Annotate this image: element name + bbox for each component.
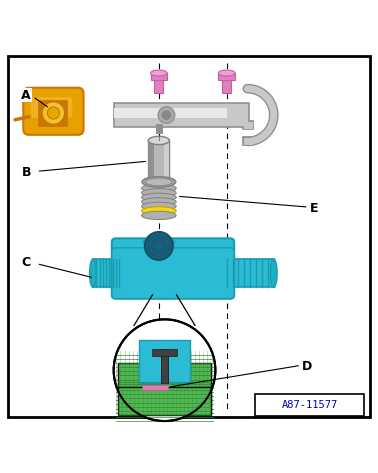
Circle shape bbox=[158, 107, 175, 123]
Ellipse shape bbox=[141, 211, 176, 219]
Circle shape bbox=[144, 232, 173, 260]
Ellipse shape bbox=[141, 198, 176, 206]
Text: A87-11577: A87-11577 bbox=[281, 400, 338, 410]
FancyBboxPatch shape bbox=[8, 56, 370, 417]
Ellipse shape bbox=[147, 239, 170, 245]
Ellipse shape bbox=[143, 237, 174, 247]
Text: E: E bbox=[310, 202, 318, 215]
Text: C: C bbox=[22, 256, 31, 269]
FancyBboxPatch shape bbox=[255, 394, 364, 416]
Circle shape bbox=[114, 319, 215, 421]
Bar bbox=[148, 140, 169, 182]
Bar bbox=[154, 77, 163, 93]
Ellipse shape bbox=[148, 136, 169, 145]
Circle shape bbox=[161, 110, 171, 120]
FancyBboxPatch shape bbox=[23, 88, 84, 135]
Bar bbox=[150, 73, 167, 80]
FancyBboxPatch shape bbox=[139, 340, 190, 384]
Ellipse shape bbox=[270, 259, 277, 287]
Ellipse shape bbox=[141, 189, 176, 197]
Bar bbox=[148, 140, 153, 182]
Polygon shape bbox=[114, 103, 249, 127]
FancyBboxPatch shape bbox=[31, 97, 72, 118]
Ellipse shape bbox=[141, 193, 176, 201]
FancyBboxPatch shape bbox=[93, 259, 119, 287]
FancyBboxPatch shape bbox=[37, 100, 67, 126]
Bar bbox=[164, 140, 169, 182]
Text: B: B bbox=[22, 166, 31, 179]
Text: D: D bbox=[302, 360, 312, 373]
Ellipse shape bbox=[218, 70, 235, 76]
Ellipse shape bbox=[141, 184, 176, 193]
Text: A: A bbox=[22, 89, 31, 102]
Bar bbox=[218, 73, 235, 80]
FancyBboxPatch shape bbox=[227, 259, 274, 287]
Bar bbox=[222, 77, 231, 93]
Circle shape bbox=[47, 107, 59, 119]
Ellipse shape bbox=[141, 207, 176, 215]
Ellipse shape bbox=[142, 176, 176, 187]
Ellipse shape bbox=[146, 178, 172, 186]
Circle shape bbox=[42, 102, 65, 124]
Ellipse shape bbox=[90, 259, 96, 287]
FancyBboxPatch shape bbox=[118, 387, 211, 415]
FancyBboxPatch shape bbox=[118, 363, 211, 413]
Bar bbox=[161, 350, 168, 384]
Ellipse shape bbox=[141, 202, 176, 210]
FancyBboxPatch shape bbox=[114, 108, 227, 118]
Bar bbox=[152, 350, 177, 356]
FancyBboxPatch shape bbox=[112, 248, 234, 298]
FancyBboxPatch shape bbox=[112, 238, 234, 298]
Bar bbox=[142, 385, 168, 390]
Ellipse shape bbox=[150, 70, 167, 76]
